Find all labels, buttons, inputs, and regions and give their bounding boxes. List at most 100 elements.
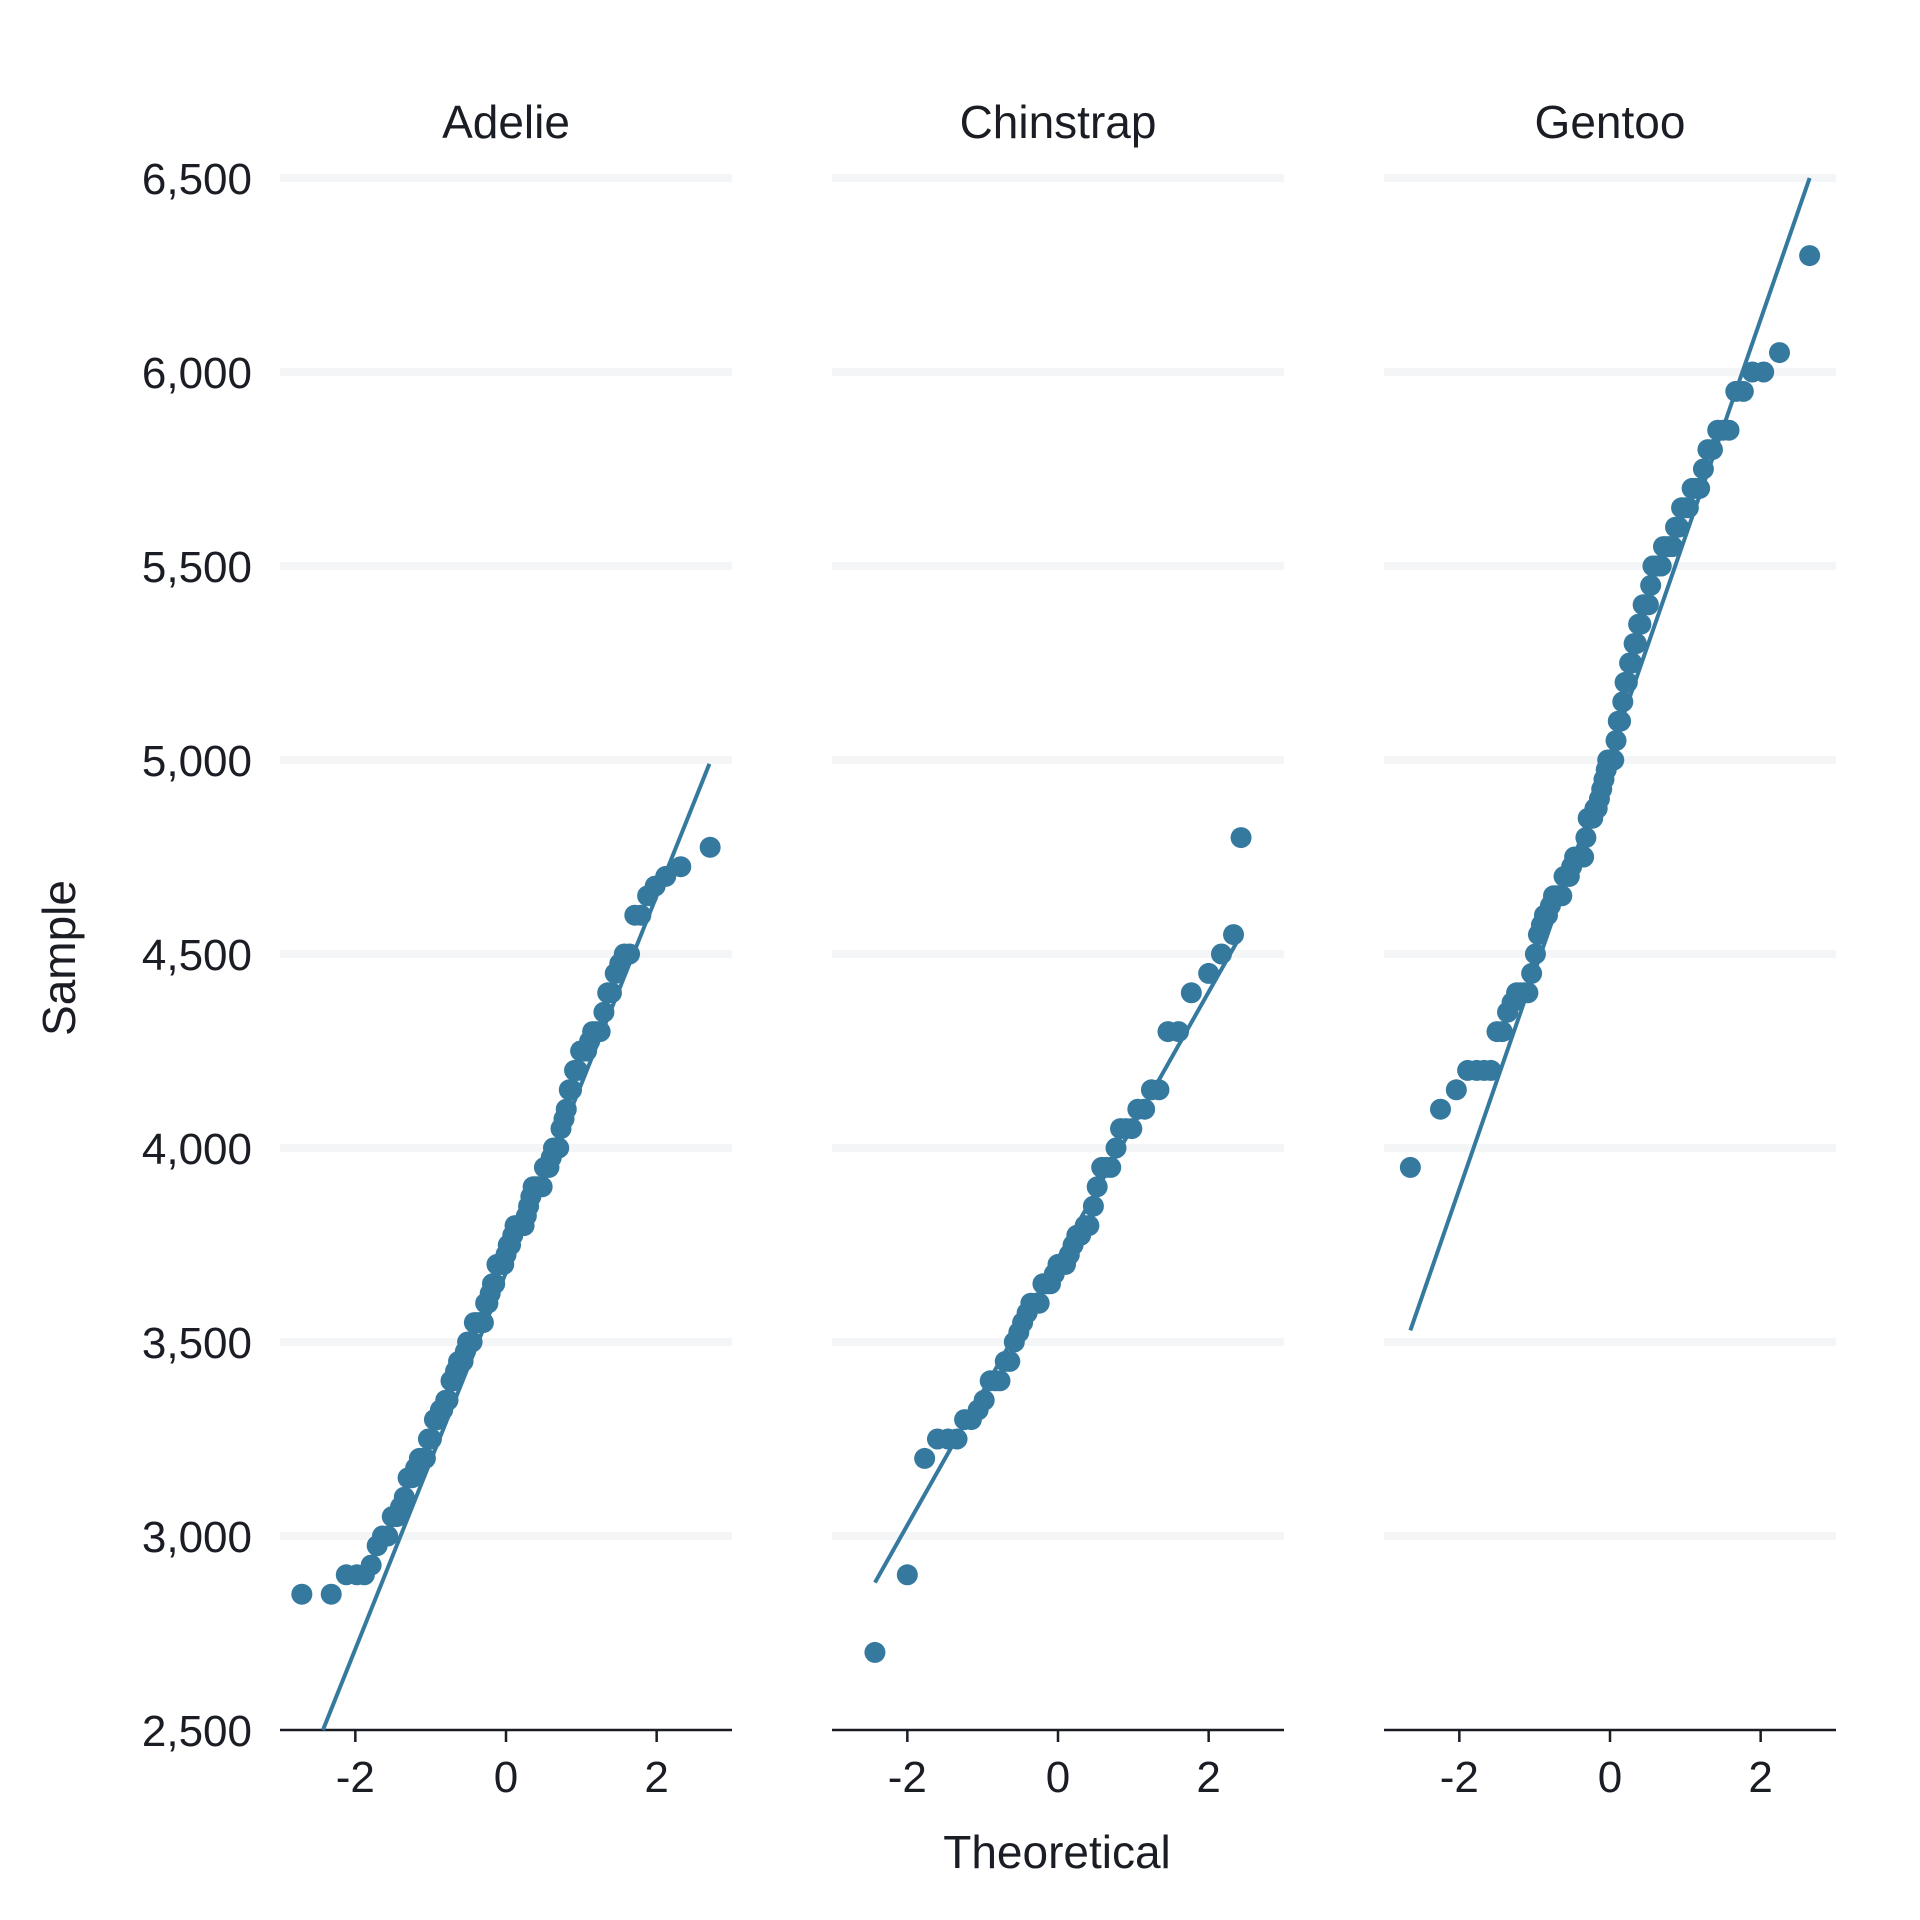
data-point	[393, 1486, 415, 1508]
data-point	[593, 1001, 615, 1023]
data-point	[548, 1137, 570, 1159]
y-axis-title: Sample	[33, 880, 85, 1036]
data-point	[1148, 1079, 1170, 1101]
data-point	[630, 904, 652, 926]
x-tick-label: 0	[494, 1753, 518, 1802]
data-point	[1105, 1137, 1127, 1159]
data-point	[1521, 962, 1543, 984]
x-tick-label: -2	[888, 1753, 927, 1802]
data-point	[864, 1641, 886, 1663]
data-point	[989, 1370, 1011, 1392]
x-tick-label: 2	[644, 1753, 668, 1802]
data-point	[1575, 827, 1597, 849]
data-point	[1769, 342, 1790, 364]
facet-panel-chinstrap: -2 0 2 Chinstrap	[832, 96, 1284, 1802]
data-point	[1799, 245, 1821, 267]
data-point	[1480, 1059, 1502, 1081]
data-point	[561, 1079, 583, 1101]
data-point	[1612, 691, 1634, 713]
y-tick-label: 5,500	[142, 543, 252, 592]
data-point	[1689, 477, 1711, 499]
data-point	[699, 836, 721, 858]
data-point	[1732, 380, 1754, 402]
x-tick-label: -2	[336, 1753, 375, 1802]
data-point	[1223, 924, 1245, 946]
data-point	[360, 1554, 382, 1576]
data-point	[414, 1447, 436, 1469]
data-point	[670, 856, 692, 878]
data-point	[555, 1098, 577, 1120]
y-axis: 2,500 3,000 3,500 4,000 4,500 5,000 5,500 6,000…	[142, 155, 252, 1756]
data-point	[1603, 749, 1625, 771]
data-point	[567, 1059, 589, 1081]
data-point	[1625, 633, 1647, 655]
data-point	[1677, 497, 1699, 519]
x-tick-label: 0	[1046, 1753, 1070, 1802]
data-point	[973, 1389, 995, 1411]
data-point	[1430, 1098, 1451, 1120]
data-point	[1573, 846, 1595, 868]
data-point	[1551, 885, 1573, 907]
facet-title: Adelie	[442, 96, 570, 148]
x-axis-title: Theoretical	[943, 1826, 1171, 1878]
data-point	[420, 1428, 442, 1450]
data-point	[472, 1312, 494, 1334]
data-point	[437, 1389, 459, 1411]
x-tick-label: 2	[1196, 1753, 1220, 1802]
data-point	[600, 982, 622, 1004]
data-point	[1662, 536, 1684, 558]
data-point	[1621, 652, 1643, 674]
data-point	[1168, 1021, 1190, 1043]
data-point	[1210, 943, 1232, 965]
data-point	[320, 1583, 342, 1605]
data-point	[1610, 710, 1632, 732]
facet-panel-gentoo: -2 0 2 Gentoo	[1384, 96, 1836, 1802]
data-point	[1616, 671, 1638, 693]
data-point	[1637, 594, 1659, 616]
data-point	[1605, 730, 1627, 752]
data-point	[484, 1273, 506, 1295]
data-point	[999, 1350, 1021, 1372]
data-point	[914, 1447, 936, 1469]
data-point	[531, 1176, 553, 1198]
facet-title: Gentoo	[1535, 96, 1686, 148]
data-point	[896, 1564, 918, 1586]
data-point	[655, 865, 677, 887]
data-point	[1399, 1156, 1421, 1178]
data-point	[1180, 982, 1202, 1004]
data-point	[1753, 361, 1775, 383]
x-tick-label: -2	[1440, 1753, 1479, 1802]
data-point	[1445, 1079, 1467, 1101]
x-tick-label: 2	[1748, 1753, 1772, 1802]
data-point	[1524, 943, 1546, 965]
data-point	[1100, 1156, 1122, 1178]
data-point	[461, 1331, 483, 1353]
data-point	[1668, 516, 1690, 538]
y-tick-label: 4,000	[142, 1125, 252, 1174]
data-point	[1082, 1195, 1104, 1217]
data-point	[1640, 574, 1662, 596]
y-tick-label: 5,000	[142, 737, 252, 786]
data-point	[1198, 962, 1220, 984]
data-point	[1230, 827, 1252, 849]
data-point	[1028, 1292, 1050, 1314]
data-point	[1650, 555, 1672, 577]
data-point	[1701, 439, 1723, 461]
data-point	[377, 1525, 399, 1547]
facets-group: -2 0 2 Adelie -2 0 2 Chinstrap -2 0 2 Gentoo	[280, 96, 1836, 1802]
x-tick-label: 0	[1598, 1753, 1622, 1802]
data-point	[1491, 1021, 1513, 1043]
data-point	[1078, 1215, 1100, 1237]
y-tick-label: 6,500	[142, 155, 252, 204]
data-point	[1630, 613, 1652, 635]
data-point	[946, 1428, 968, 1450]
data-point	[619, 943, 641, 965]
y-tick-label: 3,500	[142, 1319, 252, 1368]
y-tick-label: 3,000	[142, 1513, 252, 1562]
facet-panel-adelie: -2 0 2 Adelie	[280, 96, 732, 1802]
y-tick-label: 6,000	[142, 349, 252, 398]
facet-title: Chinstrap	[960, 96, 1157, 148]
data-point	[1692, 458, 1714, 480]
data-point	[1134, 1098, 1156, 1120]
